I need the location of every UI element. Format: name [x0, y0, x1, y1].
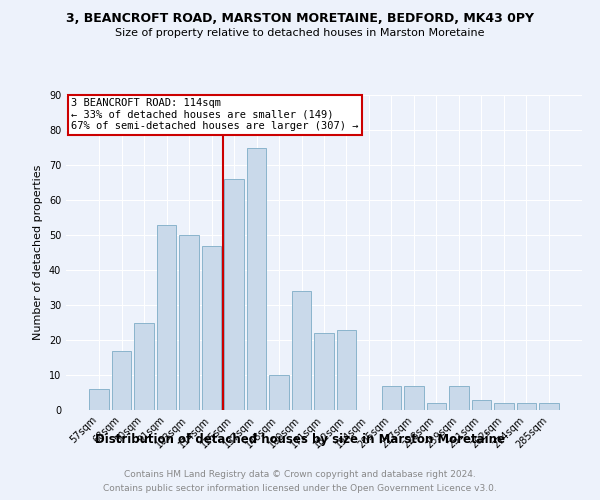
- Bar: [517, 403, 536, 410]
- Bar: [404, 386, 424, 410]
- Y-axis label: Number of detached properties: Number of detached properties: [33, 165, 43, 340]
- Bar: [247, 148, 266, 410]
- Bar: [157, 224, 176, 410]
- Bar: [224, 179, 244, 410]
- Bar: [292, 291, 311, 410]
- Bar: [449, 386, 469, 410]
- Text: Size of property relative to detached houses in Marston Moretaine: Size of property relative to detached ho…: [115, 28, 485, 38]
- Bar: [134, 322, 154, 410]
- Bar: [427, 403, 446, 410]
- Bar: [179, 235, 199, 410]
- Bar: [89, 389, 109, 410]
- Bar: [314, 333, 334, 410]
- Text: Distribution of detached houses by size in Marston Moretaine: Distribution of detached houses by size …: [95, 432, 505, 446]
- Bar: [382, 386, 401, 410]
- Bar: [202, 246, 221, 410]
- Text: 3 BEANCROFT ROAD: 114sqm
← 33% of detached houses are smaller (149)
67% of semi-: 3 BEANCROFT ROAD: 114sqm ← 33% of detach…: [71, 98, 359, 132]
- Bar: [112, 350, 131, 410]
- Text: Contains public sector information licensed under the Open Government Licence v3: Contains public sector information licen…: [103, 484, 497, 493]
- Bar: [337, 330, 356, 410]
- Bar: [472, 400, 491, 410]
- Text: 3, BEANCROFT ROAD, MARSTON MORETAINE, BEDFORD, MK43 0PY: 3, BEANCROFT ROAD, MARSTON MORETAINE, BE…: [66, 12, 534, 26]
- Text: Contains HM Land Registry data © Crown copyright and database right 2024.: Contains HM Land Registry data © Crown c…: [124, 470, 476, 479]
- Bar: [494, 403, 514, 410]
- Bar: [269, 375, 289, 410]
- Bar: [539, 403, 559, 410]
